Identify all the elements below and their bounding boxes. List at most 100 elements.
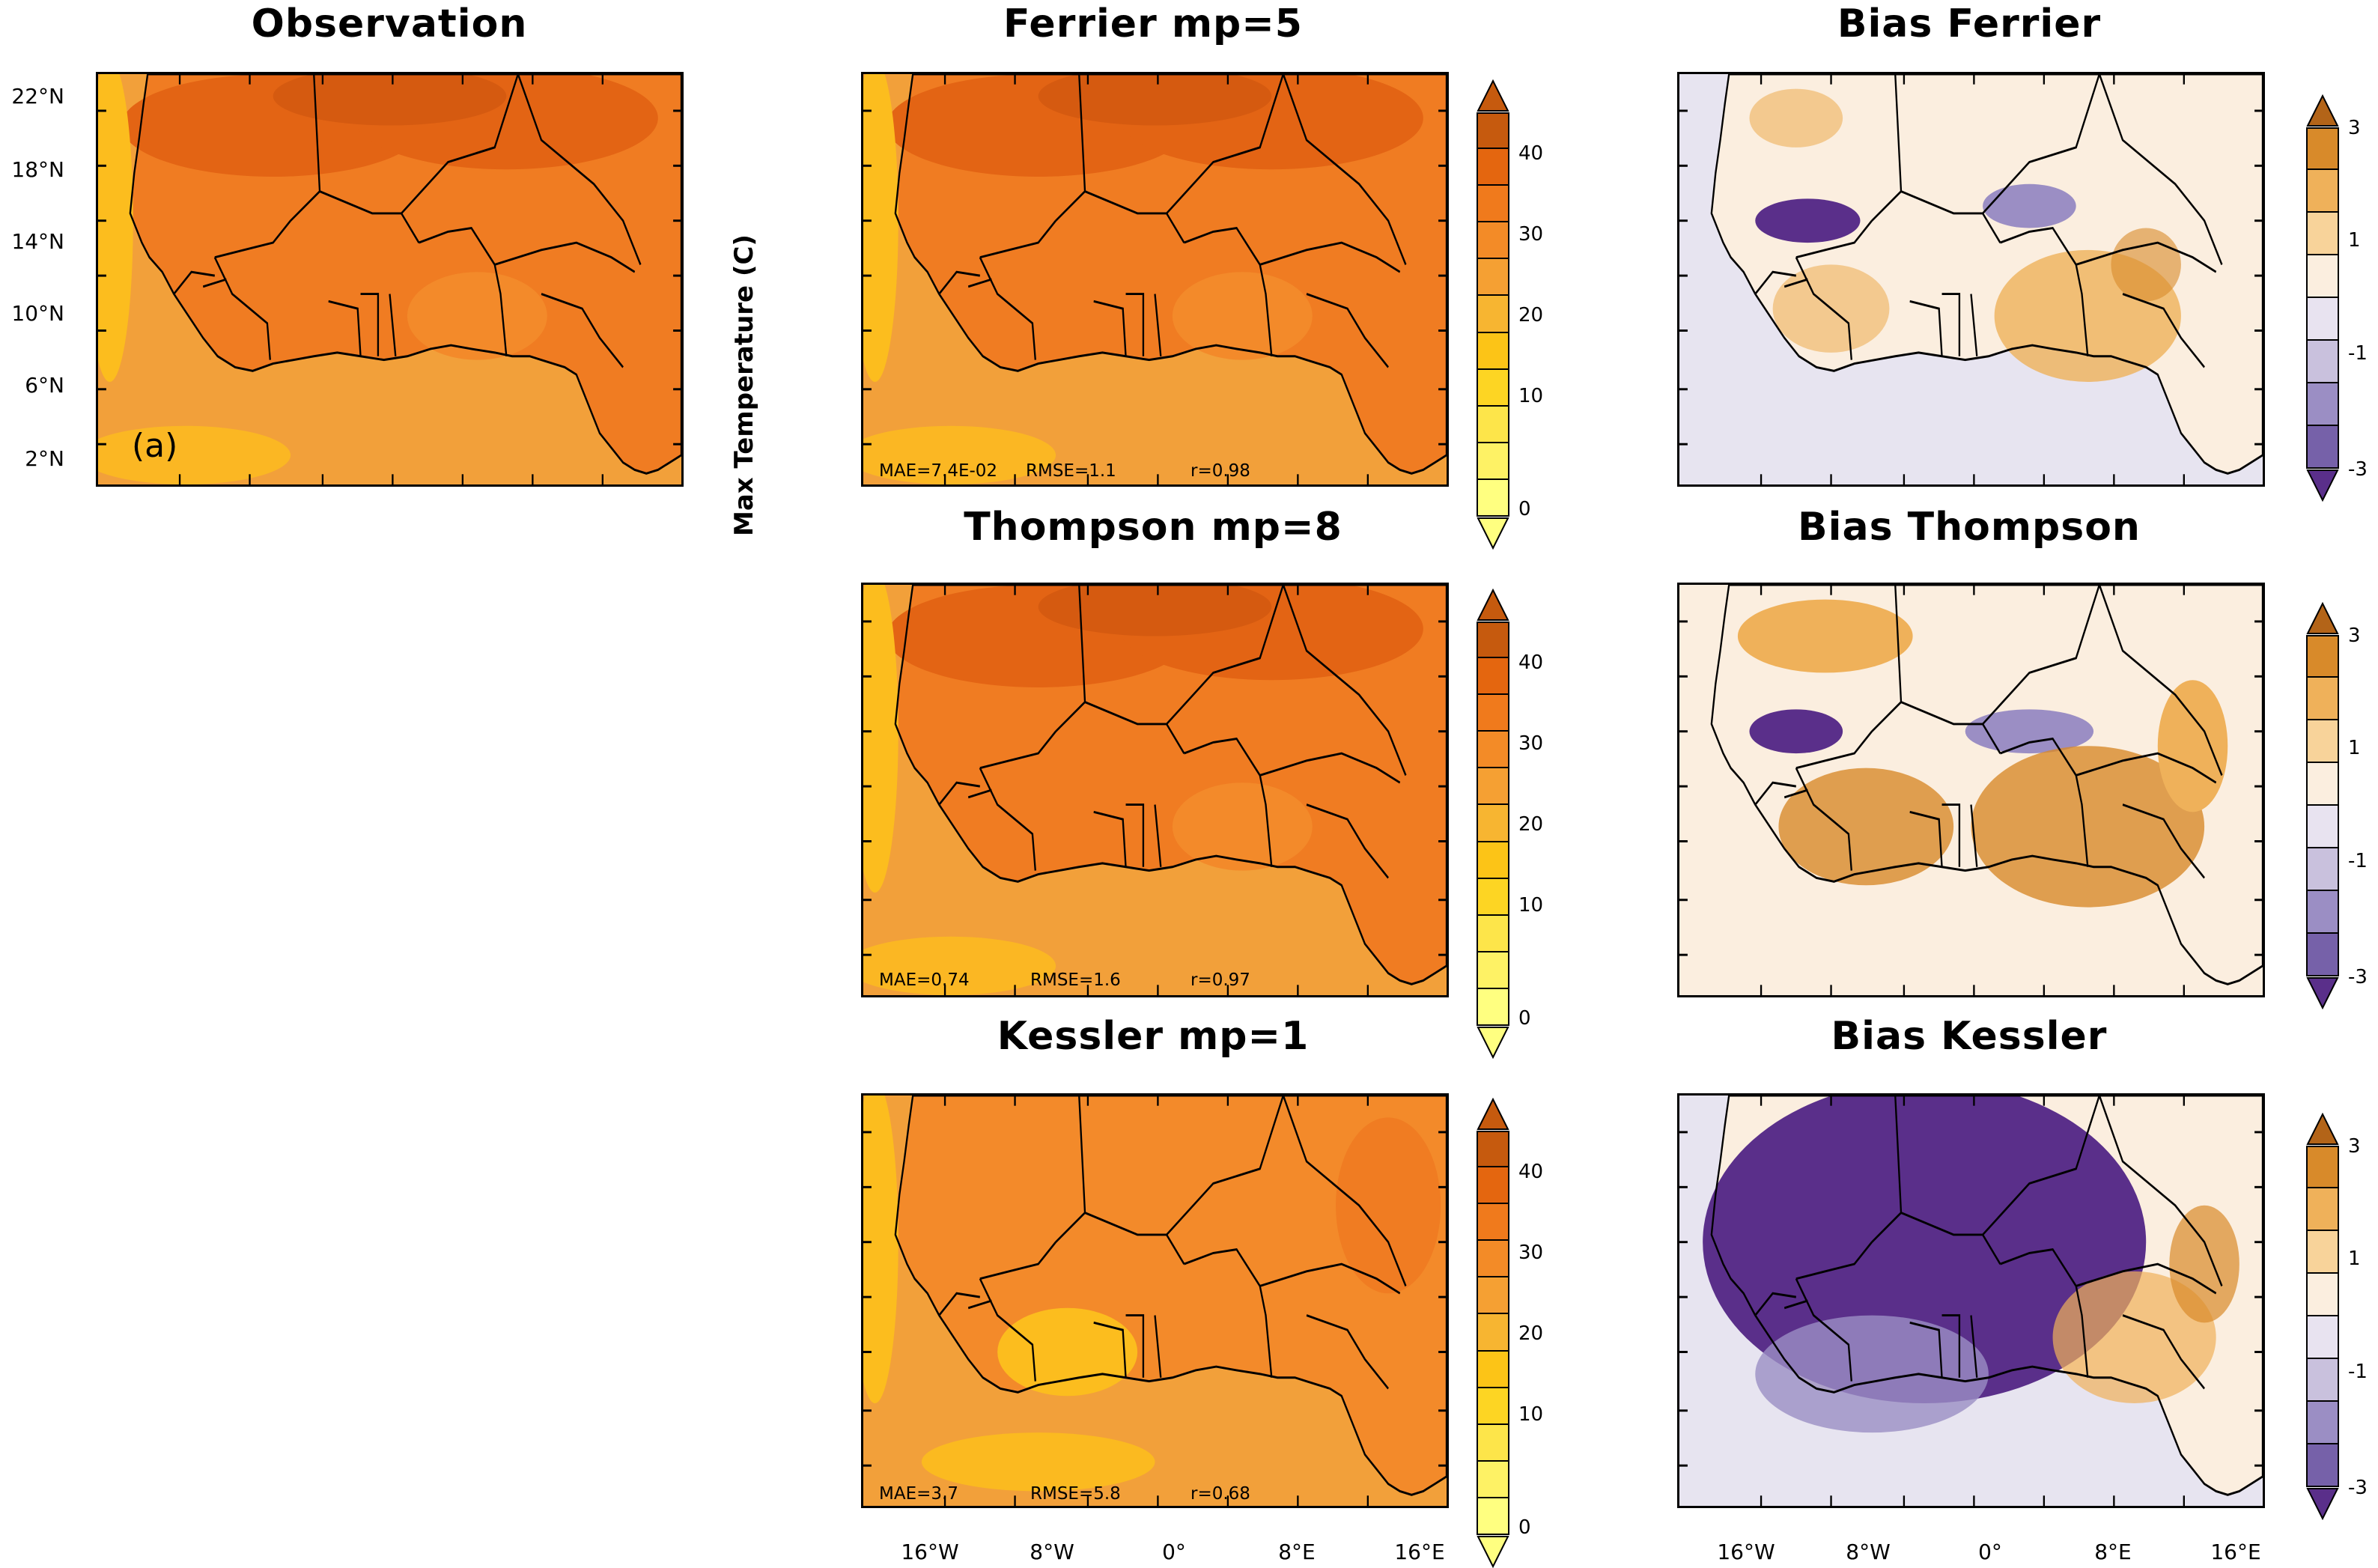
country-border xyxy=(2000,226,2089,356)
colorbar-arrow-bottom xyxy=(2306,470,2339,502)
colorbar-segment xyxy=(2306,383,2339,426)
colorbar-arrow-top xyxy=(2306,602,2339,634)
country-border xyxy=(2000,737,2089,867)
colorbar-segment xyxy=(2306,891,2339,934)
title-kessler: Kessler mp=1 xyxy=(997,1014,1310,1059)
country-border xyxy=(1795,730,1873,770)
title-bias-kessler: Bias Kessler xyxy=(1831,1014,2108,1059)
colorbar-segment xyxy=(2306,1146,2339,1188)
field-contour xyxy=(1755,198,1861,243)
country-border xyxy=(2076,241,2217,273)
stats-ferrier-rmse: RMSE=1.1 xyxy=(1026,461,1116,481)
field-contour xyxy=(1983,183,2076,228)
colorbar-segment xyxy=(1477,443,1509,480)
field-contour xyxy=(863,1096,898,1403)
colorbar-segment xyxy=(2306,298,2339,341)
field-contour xyxy=(1737,599,1913,673)
country-border xyxy=(2098,585,2223,777)
map-bias-ferrier xyxy=(1677,72,2265,487)
country-border xyxy=(1941,293,1961,356)
colorbar-label: 40 xyxy=(1518,1161,1544,1183)
country-border xyxy=(967,278,992,288)
lon-label: 8°W xyxy=(1030,1540,1074,1564)
field-contour xyxy=(1749,88,1843,148)
country-border xyxy=(1184,226,1273,356)
country-border xyxy=(1795,767,1852,871)
field-contour xyxy=(407,272,547,360)
colorbar-segment xyxy=(2306,213,2339,255)
colorbar-segment xyxy=(1477,479,1509,517)
coastline xyxy=(894,585,1447,985)
lon-label: 8°E xyxy=(2094,1540,2132,1564)
colorbar-temp-thompson: 40 30 20 10 0 xyxy=(1477,589,1543,1059)
country-border xyxy=(1154,804,1162,867)
lat-label: 18°N xyxy=(11,157,64,182)
field-contour xyxy=(1965,709,2094,754)
colorbar-label: 20 xyxy=(1518,813,1544,836)
country-border xyxy=(2098,74,2223,266)
colorbar-label: 0 xyxy=(1518,1007,1531,1030)
field-contour xyxy=(997,1307,1138,1397)
colorbar-segment xyxy=(1477,1351,1509,1388)
colorbar-label: 10 xyxy=(1518,894,1544,917)
colorbar-arrow-top xyxy=(1477,1098,1509,1130)
colorbar-label: -1 xyxy=(2348,849,2368,872)
country-border xyxy=(494,241,636,273)
colorbar-segment xyxy=(2306,1231,2339,1274)
field-contour xyxy=(2157,680,2228,812)
colorbar-segment xyxy=(1477,695,1509,732)
country-border xyxy=(214,219,291,259)
colorbar-arrow-bottom xyxy=(1477,1536,1509,1568)
map-bias-kessler xyxy=(1677,1093,2265,1508)
field-contour xyxy=(1172,272,1313,360)
colorbar-segment xyxy=(2306,170,2339,213)
country-border xyxy=(1795,219,1873,259)
country-border xyxy=(1259,241,1401,273)
coastline xyxy=(1710,585,2263,985)
map-bias-thompson xyxy=(1677,583,2265,997)
stats-ferrier-mae: MAE=7.4E-02 xyxy=(879,461,998,481)
colorbar-label: 10 xyxy=(1518,385,1544,407)
country-border xyxy=(1909,1321,1943,1378)
field-contour xyxy=(2169,1205,2239,1323)
lon-label: 8°E xyxy=(1278,1540,1316,1564)
colorbar-segment xyxy=(1477,1498,1509,1535)
country-border xyxy=(1900,190,2001,243)
country-border xyxy=(328,300,362,356)
country-border xyxy=(2098,1096,2223,1287)
land-fill xyxy=(895,1096,1447,1495)
country-border xyxy=(1125,803,1145,867)
colorbar-label: 1 xyxy=(2348,229,2361,252)
colorbar-label: 20 xyxy=(1518,1322,1544,1345)
coastline xyxy=(129,74,681,475)
colorbar-arrow-top xyxy=(2306,94,2339,127)
colorbar-segment xyxy=(1477,658,1509,696)
colorbar-segment xyxy=(1477,732,1509,769)
colorbar-segment xyxy=(2306,1402,2339,1444)
field-contour xyxy=(98,425,291,484)
field-contour xyxy=(863,425,1056,484)
stats-kessler-rmse: RMSE=5.8 xyxy=(1030,1484,1121,1504)
country-border xyxy=(1282,1096,1407,1287)
country-border xyxy=(979,1241,1056,1280)
colorbar-label: -3 xyxy=(2348,966,2368,988)
country-border xyxy=(1093,1321,1127,1378)
land-fill xyxy=(1711,585,2263,985)
field-contour xyxy=(1172,783,1313,871)
title-bias-ferrier: Bias Ferrier xyxy=(1837,1,2102,46)
colorbar-bias-thompson: 3 1 -1 -3 xyxy=(2306,602,2368,1009)
colorbar-segment xyxy=(1477,1131,1509,1168)
country-border xyxy=(1166,1096,1284,1236)
lon-label: 16°W xyxy=(901,1540,959,1564)
field-contour xyxy=(1038,74,1272,126)
country-border xyxy=(1982,585,2100,726)
stats-ferrier-r: r=0.98 xyxy=(1190,461,1250,481)
colorbar-segment xyxy=(2306,848,2339,891)
country-border xyxy=(1970,804,1978,867)
colorbar-segment xyxy=(1477,186,1509,223)
field-contour xyxy=(1755,1315,1989,1433)
colorbar-arrow-bottom xyxy=(2306,977,2339,1009)
colorbar-segment xyxy=(1477,296,1509,333)
country-border xyxy=(389,294,397,356)
country-border xyxy=(1282,74,1407,266)
